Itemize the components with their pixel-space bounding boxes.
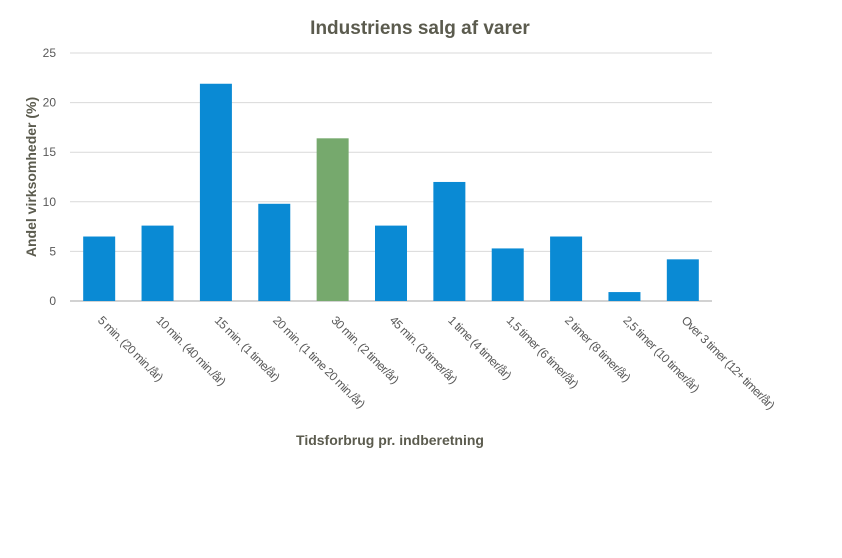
bar	[316, 138, 349, 301]
y-tick-label: 0	[49, 294, 56, 308]
bar	[550, 236, 583, 301]
y-axis-title: Andel virksomheder (%)	[23, 97, 39, 257]
x-axis-categories: 5 min. (20 min./år)10 min. (40 min./år)1…	[95, 313, 778, 412]
y-tick-label: 5	[49, 244, 56, 258]
x-category-label: Over 3 timer (12+ timer/år)	[679, 313, 778, 412]
bar	[83, 236, 116, 301]
y-tick-label: 20	[43, 96, 57, 110]
bar	[258, 203, 291, 301]
bars	[83, 83, 699, 301]
y-axis-ticks: 0 5 10 15 20 25	[43, 46, 57, 308]
y-tick-label: 15	[43, 145, 57, 159]
x-axis-title: Tidsforbrug pr. indberetning	[296, 432, 484, 448]
bar	[433, 181, 466, 301]
y-tick-label: 10	[43, 195, 57, 209]
gridlines	[70, 52, 712, 302]
y-tick-label: 25	[43, 46, 57, 60]
bar	[491, 248, 524, 301]
bar	[375, 225, 407, 301]
bar	[608, 292, 641, 301]
bar	[666, 259, 699, 301]
bar	[199, 83, 232, 301]
chart-title: Industriens salg af varer	[310, 18, 530, 39]
bar	[141, 225, 174, 301]
